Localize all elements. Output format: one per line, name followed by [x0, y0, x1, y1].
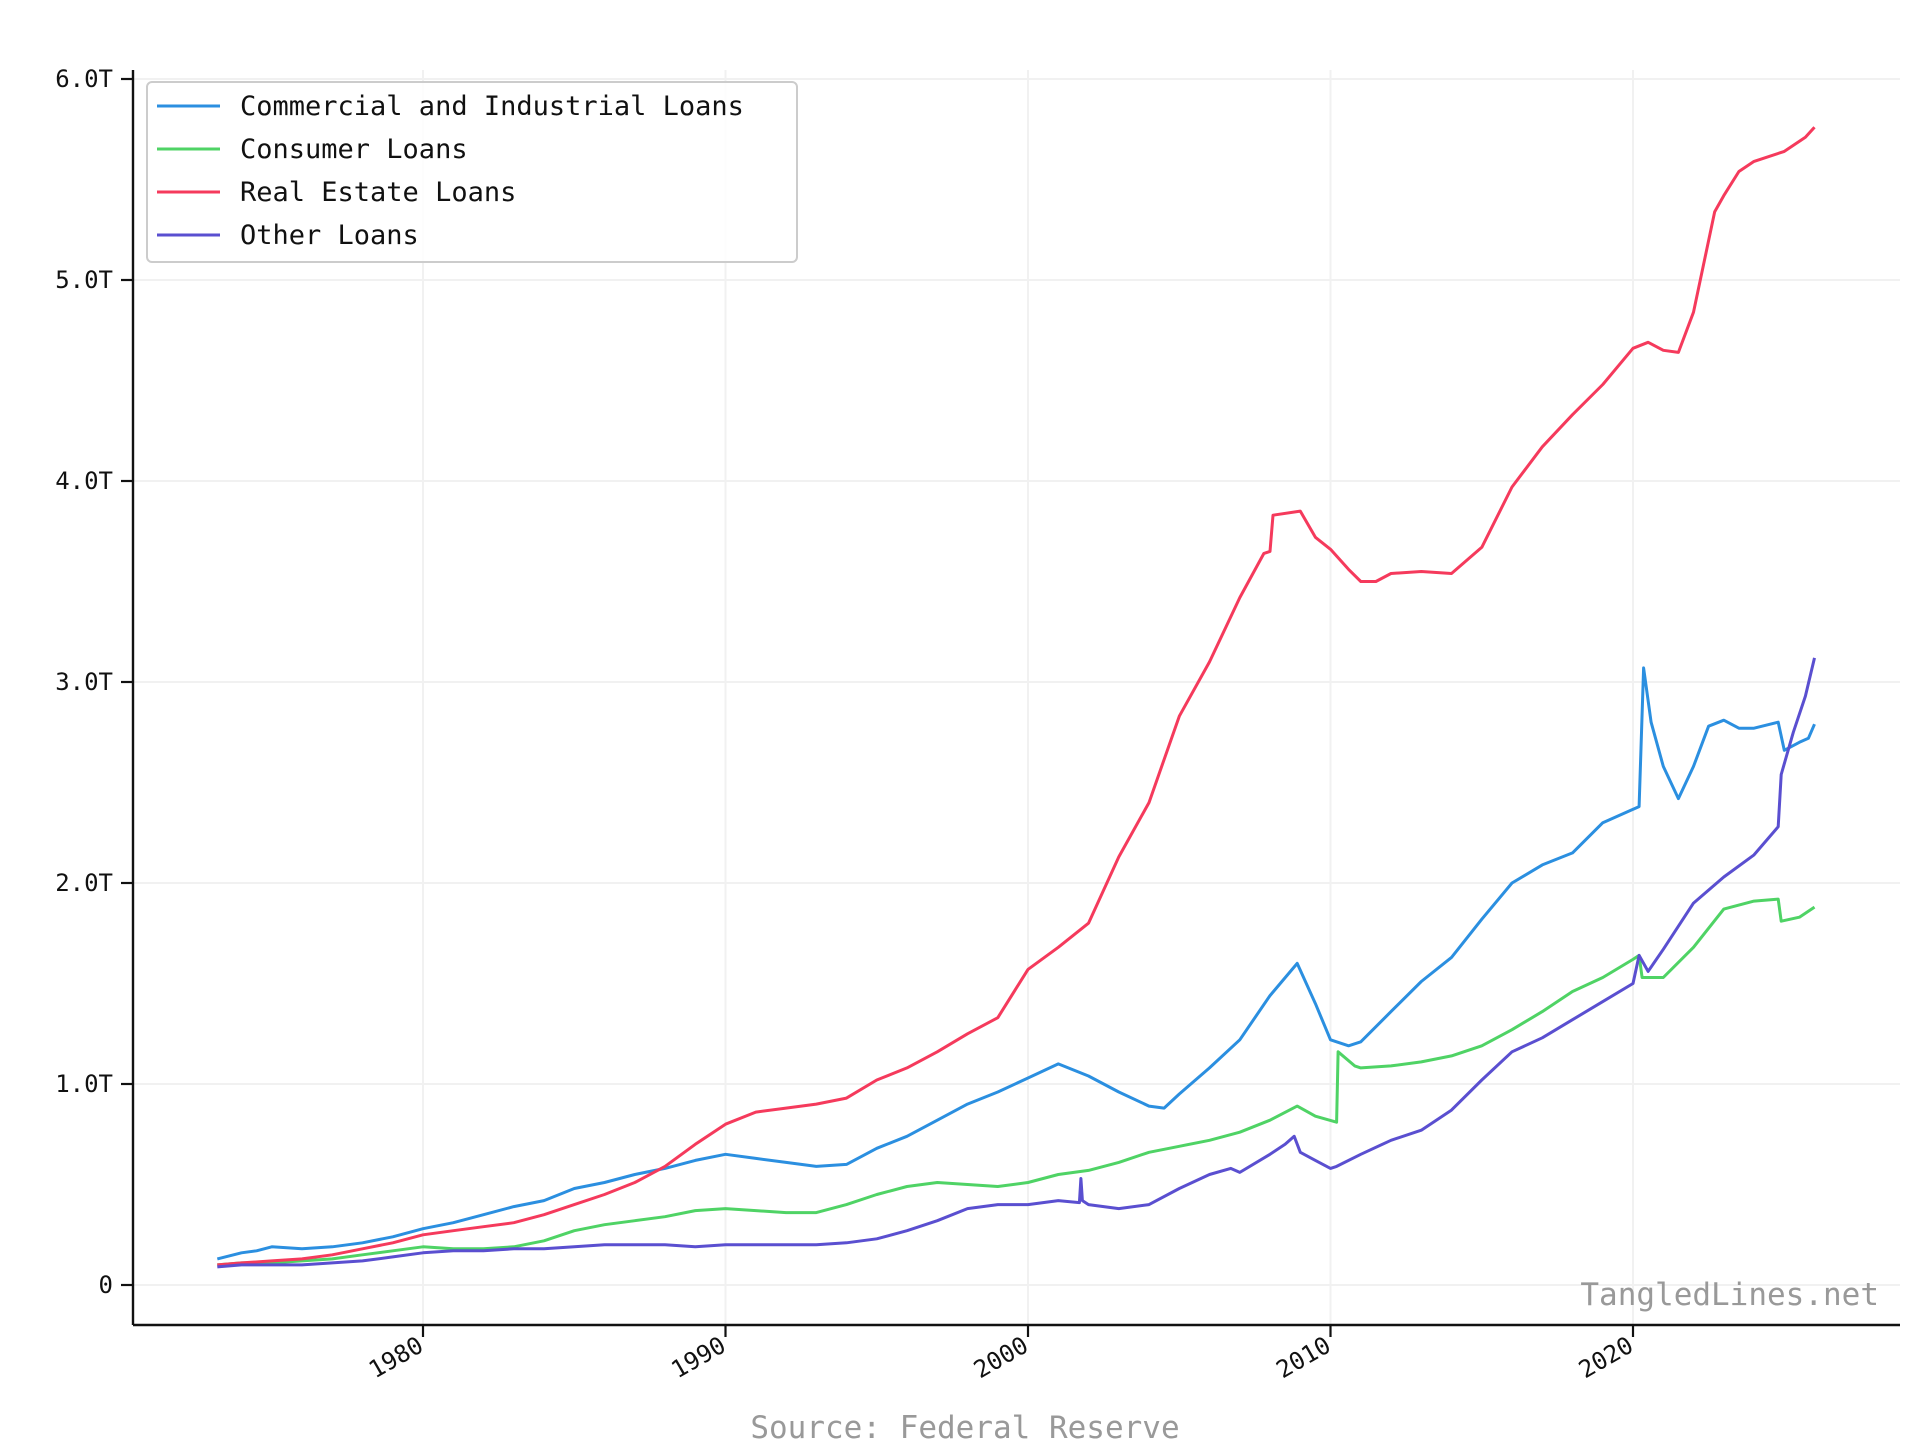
- legend-label: Commercial and Industrial Loans: [240, 91, 744, 122]
- y-tick-label: 2.0T: [55, 869, 113, 897]
- x-tick-label: 1980: [364, 1331, 428, 1384]
- x-ticks: 1980 1990 2000 2010 2020: [364, 1325, 1638, 1384]
- grid-lines: [133, 70, 1900, 1325]
- y-tick-label: 6.0T: [55, 65, 113, 93]
- legend-label: Consumer Loans: [240, 134, 468, 165]
- series-lines: [216, 126, 1816, 1269]
- y-tick-label: 4.0T: [55, 467, 113, 495]
- series-line-2: [217, 897, 1816, 1267]
- legend-label: Other Loans: [240, 220, 419, 251]
- y-tick-label: 0: [99, 1271, 113, 1299]
- y-ticks: 0 1.0T 2.0T 3.0T 4.0T 5.0T 6.0T: [55, 65, 133, 1299]
- x-tick-label: 2010: [1271, 1331, 1335, 1384]
- x-tick-label: 2000: [969, 1331, 1033, 1384]
- x-tick-label: 1990: [666, 1331, 730, 1384]
- source-note: Source: Federal Reserve: [750, 1410, 1179, 1440]
- series-line-1: [216, 666, 1816, 1261]
- watermark: TangledLines.net: [1580, 1277, 1879, 1313]
- legend-label: Real Estate Loans: [240, 177, 516, 208]
- y-tick-label: 3.0T: [55, 668, 113, 696]
- legend-box: [146, 81, 798, 263]
- series-line-4: [217, 657, 1816, 1269]
- series-line-3: [217, 126, 1816, 1267]
- y-tick-label: 1.0T: [55, 1070, 113, 1098]
- legend: Commercial and Industrial Loans Consumer …: [146, 81, 798, 263]
- y-tick-label: 5.0T: [55, 266, 113, 294]
- x-tick-label: 2020: [1574, 1331, 1638, 1384]
